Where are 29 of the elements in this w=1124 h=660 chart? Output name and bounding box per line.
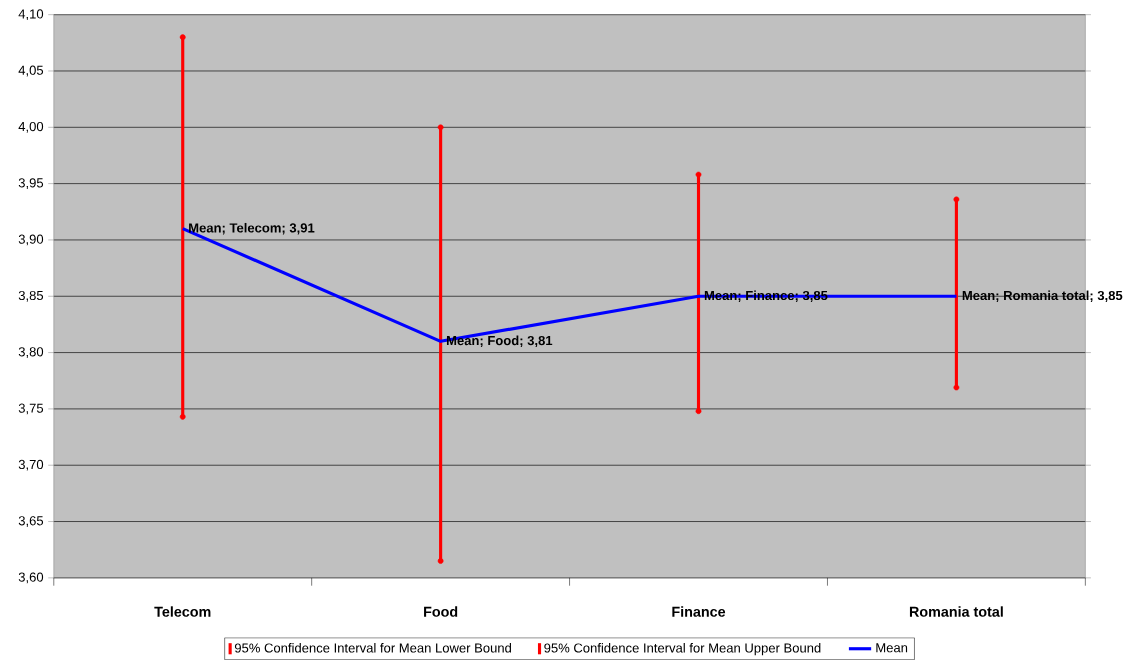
point	[179, 34, 186, 41]
data-label: Mean; Romania total; 3,85	[962, 290, 1123, 302]
point	[695, 171, 702, 178]
point	[437, 124, 444, 131]
point	[695, 408, 702, 415]
y-tick-label: 3,70	[18, 459, 44, 471]
y-tick-label: 3,95	[18, 178, 44, 190]
point	[953, 384, 960, 391]
y-tick-label: 4,00	[18, 121, 44, 133]
legend-label: 95% Confidence Interval for Mean Upper Bound	[544, 643, 821, 656]
y-tick-label: 4,05	[18, 65, 44, 77]
data-label: Mean; Food; 3,81	[446, 335, 553, 348]
y-tick-label: 4,10	[18, 9, 44, 21]
y-tick-label: 3,65	[18, 516, 44, 527]
point	[953, 196, 960, 203]
y-tick-label: 3,85	[18, 290, 44, 302]
x-tick-label: Food	[424, 606, 458, 617]
point	[179, 413, 186, 420]
x-tick-label: Telecom	[154, 606, 211, 617]
y-tick-label: 3,90	[18, 234, 44, 246]
y-tick-label: 3,80	[18, 347, 44, 358]
x-tick-label: Romania total	[909, 606, 1003, 617]
x-tick-label: Finance	[672, 606, 726, 617]
y-tick-label: 3,60	[18, 572, 44, 584]
point	[437, 558, 444, 564]
data-label: Mean; Telecom; 3,91	[189, 222, 315, 235]
legend-label: 95% Confidence Interval for Mean Lower Bound	[234, 643, 511, 653]
legend-label: Mean	[876, 643, 908, 653]
y-tick-label: 3,75	[18, 403, 44, 415]
